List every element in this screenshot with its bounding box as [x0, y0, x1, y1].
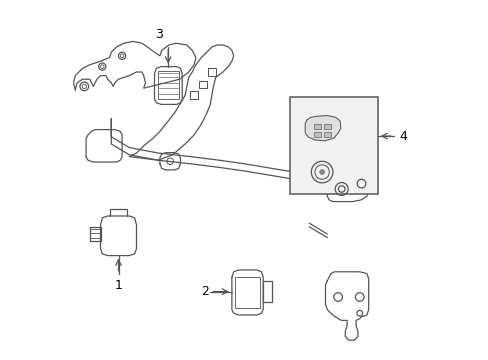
Polygon shape — [310, 142, 357, 185]
Polygon shape — [160, 153, 180, 170]
Polygon shape — [89, 227, 101, 241]
Polygon shape — [326, 157, 368, 202]
Polygon shape — [231, 270, 263, 315]
Bar — [314, 132, 321, 137]
Circle shape — [319, 169, 325, 175]
Bar — [208, 68, 215, 76]
Bar — [235, 277, 259, 308]
Polygon shape — [154, 67, 182, 104]
Text: 4: 4 — [399, 130, 407, 143]
Bar — [199, 81, 206, 88]
Text: 2: 2 — [201, 285, 208, 298]
Bar — [323, 123, 330, 129]
Polygon shape — [111, 119, 323, 185]
Polygon shape — [325, 272, 368, 340]
Polygon shape — [86, 130, 122, 162]
Polygon shape — [263, 281, 271, 302]
Bar — [190, 91, 198, 99]
Polygon shape — [305, 116, 340, 141]
Text: 3: 3 — [155, 28, 163, 41]
Text: 1: 1 — [114, 279, 122, 292]
Bar — [158, 71, 178, 99]
Polygon shape — [129, 45, 233, 160]
Polygon shape — [101, 216, 136, 256]
Bar — [314, 123, 321, 129]
Bar — [323, 132, 330, 137]
Polygon shape — [73, 41, 196, 90]
Bar — [289, 97, 377, 194]
